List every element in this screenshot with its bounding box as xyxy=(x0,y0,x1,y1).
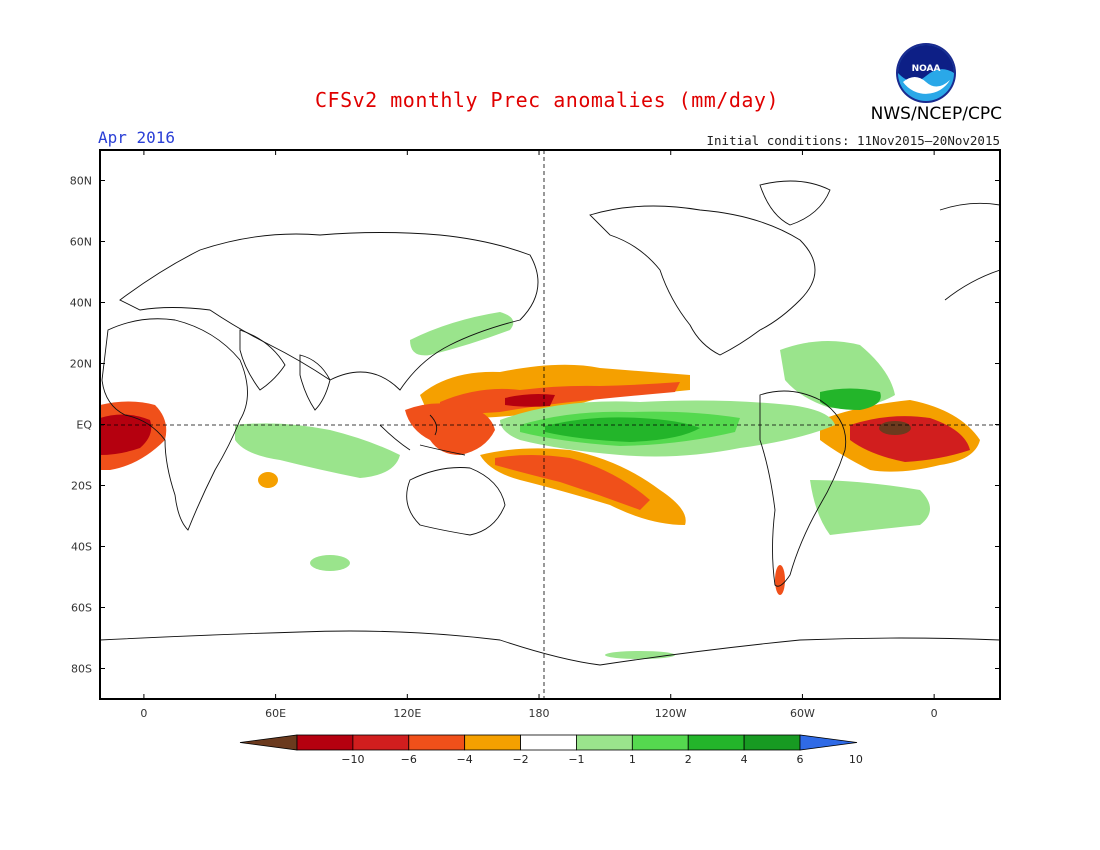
colorbar-box xyxy=(520,734,577,751)
colorbar-label: −10 xyxy=(341,753,364,766)
colorbar: −10 −6 −4 −2 −1 1 2 4 6 10 xyxy=(239,734,863,766)
initial-conditions: Initial conditions: 11Nov2015–20Nov2015 xyxy=(706,133,1001,148)
lat-tick-label: 20S xyxy=(71,480,92,493)
dry-anomaly-gulf-guinea-core xyxy=(100,414,152,455)
colorbar-box xyxy=(296,734,354,751)
colorbar-box xyxy=(631,734,689,751)
lon-tick-label: 0 xyxy=(140,707,147,720)
colorbar-box xyxy=(352,734,410,751)
dry-anomaly-maritime xyxy=(405,403,495,455)
agency-label: NWS/NCEP/CPC xyxy=(870,104,1002,124)
lat-tick-label: 80S xyxy=(71,663,92,676)
coastlines xyxy=(100,180,1000,666)
lat-tick-label: EQ xyxy=(76,419,92,432)
colorbar-label: 4 xyxy=(741,753,748,766)
wet-anomaly-southern-ocean xyxy=(605,651,675,659)
colorbar-box xyxy=(464,734,521,751)
colorbar-box xyxy=(408,734,466,751)
lon-tick-label: 120W xyxy=(655,707,687,720)
lat-tick-label: 20N xyxy=(70,358,92,371)
colorbar-arrow-high xyxy=(799,734,858,751)
dry-anomaly-patagonia xyxy=(775,565,785,595)
wet-anomaly-south-indian xyxy=(310,555,350,571)
noaa-logo: NOAA xyxy=(896,43,956,103)
colorbar-label: 1 xyxy=(629,753,636,766)
lat-tick-label: 40S xyxy=(71,541,92,554)
colorbar-box xyxy=(576,734,633,751)
lon-tick-label: 60E xyxy=(265,707,286,720)
anomaly-field xyxy=(100,312,980,659)
wet-anomaly-asia xyxy=(410,312,514,356)
colorbar-label: −1 xyxy=(568,753,584,766)
wet-anomaly-south-america xyxy=(810,480,930,535)
colorbar-label: −2 xyxy=(512,753,528,766)
lat-tick-label: 60N xyxy=(70,236,92,249)
lat-tick-label: 60S xyxy=(71,602,92,615)
colorbar-label: 2 xyxy=(685,753,692,766)
colorbar-box xyxy=(743,734,801,751)
logo-text: NOAA xyxy=(912,64,941,74)
lat-tick-label: 40N xyxy=(70,297,92,310)
wet-anomaly-central-pacific-core xyxy=(545,417,700,442)
colorbar-box xyxy=(687,734,745,751)
lat-tick-label: 80N xyxy=(70,175,92,188)
wet-anomaly-indian-ocean xyxy=(235,423,400,478)
dry-anomaly-atlantic-max xyxy=(879,421,911,435)
colorbar-label: 10 xyxy=(849,753,863,766)
dry-anomaly-africa-south xyxy=(258,472,278,488)
colorbar-label: 6 xyxy=(797,753,804,766)
lon-tick-label: 120E xyxy=(393,707,421,720)
axis-ticks: 80N 60N 40N 20N EQ 20S 40S 60S 80S 0 60E 120E 180 120… xyxy=(70,150,1000,720)
colorbar-label: −4 xyxy=(457,753,473,766)
wet-anomaly-tropical-atlantic-core xyxy=(820,388,881,410)
lon-tick-label: 0 xyxy=(931,707,938,720)
colorbar-arrow-low xyxy=(239,734,298,751)
lon-tick-label: 180 xyxy=(529,707,550,720)
colorbar-label: −6 xyxy=(401,753,417,766)
dry-anomaly-nw-pacific-core xyxy=(440,382,680,414)
dry-anomaly-sw-pacific-core xyxy=(495,455,650,510)
forecast-month: Apr 2016 xyxy=(98,128,176,147)
dry-anomaly-nw-pacific-max xyxy=(505,394,555,407)
chart-title: CFSv2 monthly Prec anomalies (mm/day) xyxy=(314,88,780,112)
lon-tick-label: 60W xyxy=(790,707,815,720)
